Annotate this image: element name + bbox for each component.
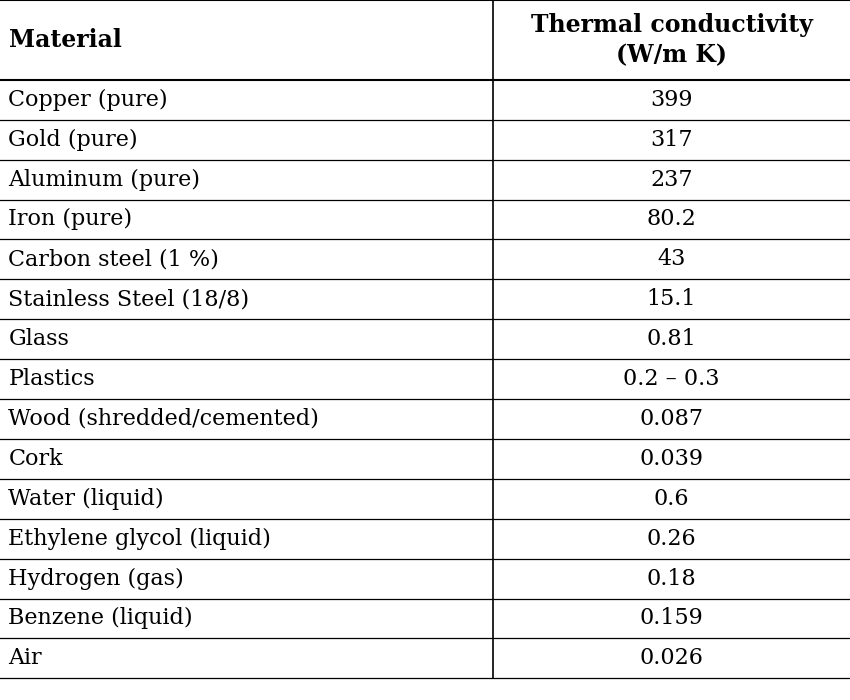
Text: Carbon steel (1 %): Carbon steel (1 %) [8,248,219,270]
Text: Water (liquid): Water (liquid) [8,488,164,510]
Text: 0.81: 0.81 [647,328,696,350]
Text: Hydrogen (gas): Hydrogen (gas) [8,568,184,589]
Text: Iron (pure): Iron (pure) [8,209,133,230]
Text: Material: Material [8,28,122,52]
Text: Gold (pure): Gold (pure) [8,129,138,150]
Text: 0.159: 0.159 [639,608,703,629]
Text: 0.039: 0.039 [639,448,704,470]
Text: 0.2 – 0.3: 0.2 – 0.3 [623,368,720,390]
Text: Aluminum (pure): Aluminum (pure) [8,169,201,190]
Text: 0.18: 0.18 [647,568,696,589]
Text: Copper (pure): Copper (pure) [8,89,168,111]
Text: Cork: Cork [8,448,63,470]
Text: 0.6: 0.6 [654,488,689,510]
Text: Benzene (liquid): Benzene (liquid) [8,608,193,629]
Text: 0.26: 0.26 [647,528,696,550]
Text: Plastics: Plastics [8,368,95,390]
Text: Thermal conductivity
(W/m K): Thermal conductivity (W/m K) [530,13,813,66]
Text: 43: 43 [657,248,686,270]
Text: 399: 399 [650,89,693,111]
Text: Ethylene glycol (liquid): Ethylene glycol (liquid) [8,528,271,550]
Text: 0.087: 0.087 [639,408,704,430]
Text: 317: 317 [650,129,693,150]
Text: Glass: Glass [8,328,70,350]
Text: Air: Air [8,648,42,669]
Text: Stainless Steel (18/8): Stainless Steel (18/8) [8,288,250,310]
Text: 15.1: 15.1 [647,288,696,310]
Text: 80.2: 80.2 [647,209,696,230]
Text: Wood (shredded/cemented): Wood (shredded/cemented) [8,408,320,430]
Text: 0.026: 0.026 [639,648,704,669]
Text: 237: 237 [650,169,693,190]
